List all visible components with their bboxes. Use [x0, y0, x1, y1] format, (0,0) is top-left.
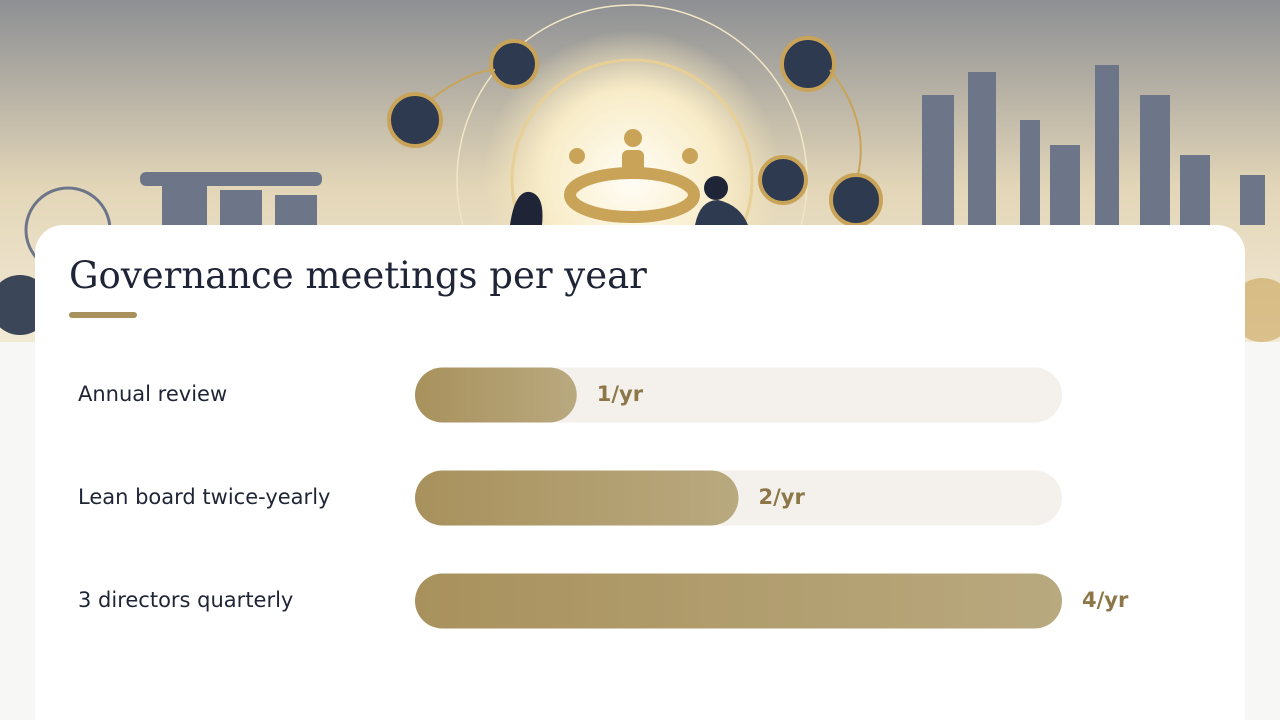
value-label: 2/yr [759, 485, 806, 509]
value-label: 4/yr [1082, 588, 1129, 612]
bar [415, 573, 1062, 629]
title-underline [69, 312, 137, 318]
category-label: 3 directors quarterly [78, 588, 293, 612]
bar [415, 367, 577, 423]
bar-track [415, 367, 1062, 423]
bar [415, 470, 739, 526]
value-label: 1/yr [597, 382, 644, 406]
category-label: Lean board twice-yearly [78, 485, 330, 509]
chart-title: Governance meetings per year [69, 254, 647, 297]
category-label: Annual review [78, 382, 227, 406]
